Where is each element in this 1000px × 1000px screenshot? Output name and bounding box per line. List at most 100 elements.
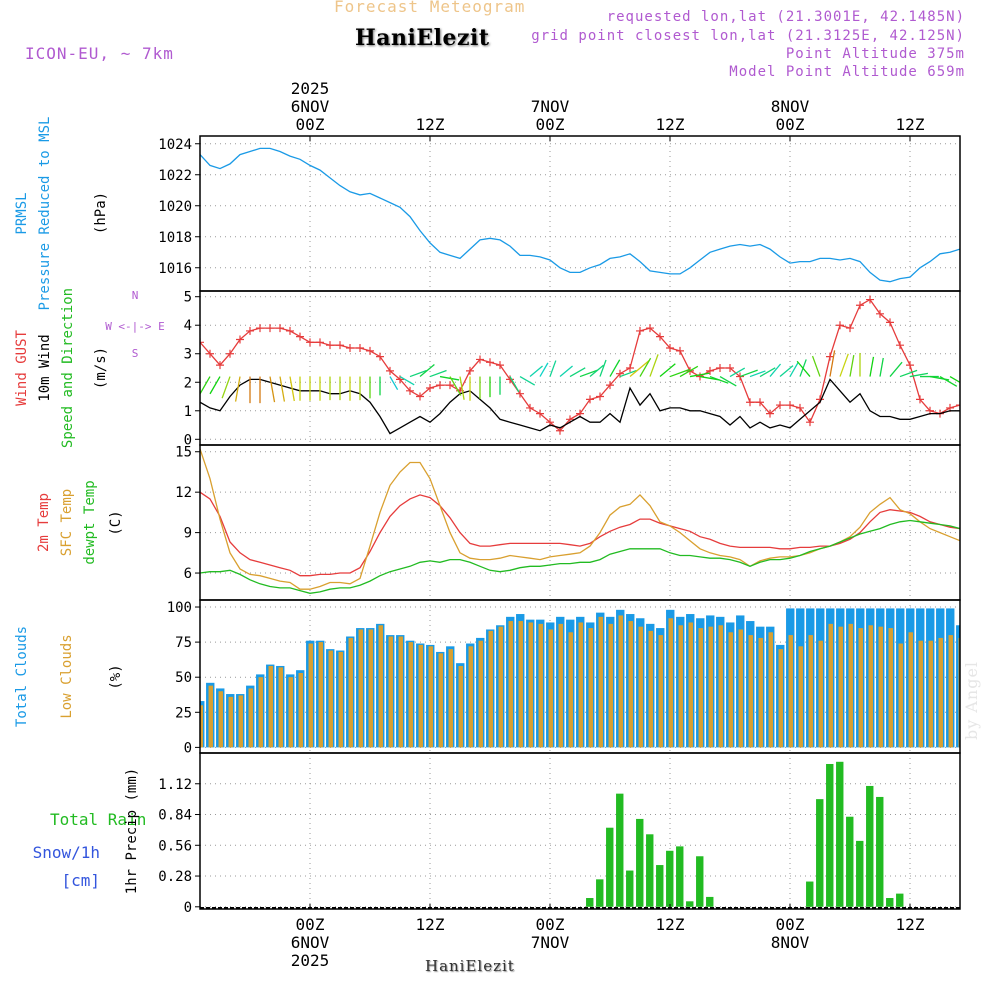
gust-marker [676, 346, 684, 355]
wind-arrow [769, 363, 782, 377]
precip-bar [606, 827, 614, 907]
temperature-frame [199, 444, 961, 601]
gust-marker [226, 349, 234, 358]
wind-arrow [869, 356, 875, 377]
clouds-bar [878, 626, 883, 748]
bottom-time-label: 00Z [776, 915, 805, 934]
temperature-axis-title: SFC Temp [59, 489, 75, 556]
gust-marker [406, 386, 414, 395]
clouds-bar [258, 677, 263, 748]
clouds-bar [328, 650, 333, 748]
wind-arrow [269, 376, 276, 403]
wind-arrow [939, 375, 958, 387]
precip-bar [806, 881, 814, 907]
clouds-bar [788, 635, 793, 748]
pressure-plot-area [200, 136, 960, 291]
clouds-bar [468, 646, 473, 748]
clouds-bar [478, 640, 483, 748]
wind-arrow [949, 375, 960, 384]
precip-bar [866, 785, 874, 907]
temperature-unit-label: (C) [108, 510, 124, 535]
clouds-bar [268, 665, 273, 748]
clouds-ytick-label: 100 [167, 600, 192, 616]
wind-ytick-label: 2 [184, 375, 192, 391]
wind-unit-label: (m/s) [93, 347, 109, 389]
wind-arrow [429, 369, 447, 378]
wind-ytick-label: 5 [184, 290, 192, 306]
clouds-bar [848, 623, 853, 748]
clouds-bar [228, 696, 233, 748]
wind-arrow [909, 372, 929, 378]
clouds-ytick-label: 50 [175, 670, 192, 686]
clouds-bar [488, 630, 493, 748]
gridpoint-coordinates: grid point closest lon,lat (21.3125E, 42… [531, 28, 965, 44]
wind-arrow [659, 363, 676, 378]
wind-arrow [529, 365, 543, 378]
clouds-bar [538, 623, 543, 748]
gust-marker [596, 392, 604, 401]
wind-arrow [589, 364, 604, 378]
clouds-bar [238, 695, 243, 748]
wind-arrow [519, 375, 536, 386]
clouds-bar [418, 644, 423, 748]
precip-frame [199, 752, 961, 910]
precip-ytick-label: 0.84 [158, 808, 192, 824]
wind-arrow [449, 376, 462, 396]
clouds-bar [518, 621, 523, 748]
clouds-bar [956, 625, 960, 748]
wind-arrow [200, 376, 211, 395]
wind-arrow [409, 369, 427, 378]
clouds-bar [338, 651, 343, 748]
wind-arrow [234, 376, 241, 402]
wind-arrow [779, 365, 794, 378]
wind-arrow [889, 361, 903, 377]
clouds-bar [628, 621, 633, 748]
wind-arrow [569, 367, 586, 378]
temperature-ytick-label: 15 [175, 445, 192, 461]
wind-arrow [829, 350, 836, 377]
meteogram-title: Forecast Meteogram [334, 0, 526, 16]
requested-coordinates: requested lon,lat (21.3001E, 42.1485N) [606, 9, 965, 25]
clouds-bar [458, 665, 463, 748]
clouds-ytick-label: 75 [175, 635, 192, 651]
clouds-bar [668, 618, 673, 748]
precip-bar [706, 896, 714, 907]
temperature-axis-title: dewpt Temp [82, 480, 98, 564]
clouds-bar [808, 635, 813, 748]
pressure-ytick-label: 1024 [158, 137, 192, 153]
pressure-ytick-label: 1018 [158, 230, 192, 246]
bottom-time-label: 6NOV [291, 933, 330, 952]
precip-bar [846, 816, 854, 907]
gust-marker [806, 418, 814, 427]
temperature-dewpt-temp-line [200, 519, 960, 594]
precip-ytick-label: 0.28 [158, 869, 192, 885]
wind-ytick-label: 4 [184, 318, 192, 334]
pressure-unit-label: (hPa) [93, 192, 109, 234]
clouds-bar [758, 637, 763, 748]
gust-marker [956, 401, 960, 410]
clouds-bar [608, 623, 613, 748]
gust-marker [906, 361, 914, 370]
clouds-bar [498, 626, 503, 748]
gust-marker [256, 324, 264, 333]
top-time-label: 12Z [656, 115, 685, 134]
wind-arrow [579, 369, 598, 378]
gust-marker [446, 381, 454, 390]
wind-arrow [209, 376, 221, 395]
bottom-time-label: 2025 [291, 951, 330, 970]
gust-marker [916, 395, 924, 404]
gust-marker [886, 318, 894, 327]
wind-arrow [559, 365, 573, 378]
wind-arrow [389, 376, 399, 391]
clouds-bar [728, 632, 733, 748]
wind-10m-wind-line [200, 378, 960, 435]
wind-arrow [399, 375, 415, 386]
top-time-label: 12Z [896, 115, 925, 134]
clouds-axis-title: Low Clouds [59, 634, 75, 718]
wind-arrow [839, 353, 849, 377]
clouds-bar [648, 630, 653, 748]
footer-station-name: HaniElezit [425, 957, 515, 975]
wind-ytick-label: 3 [184, 347, 192, 363]
precip-plot-area [200, 753, 960, 909]
